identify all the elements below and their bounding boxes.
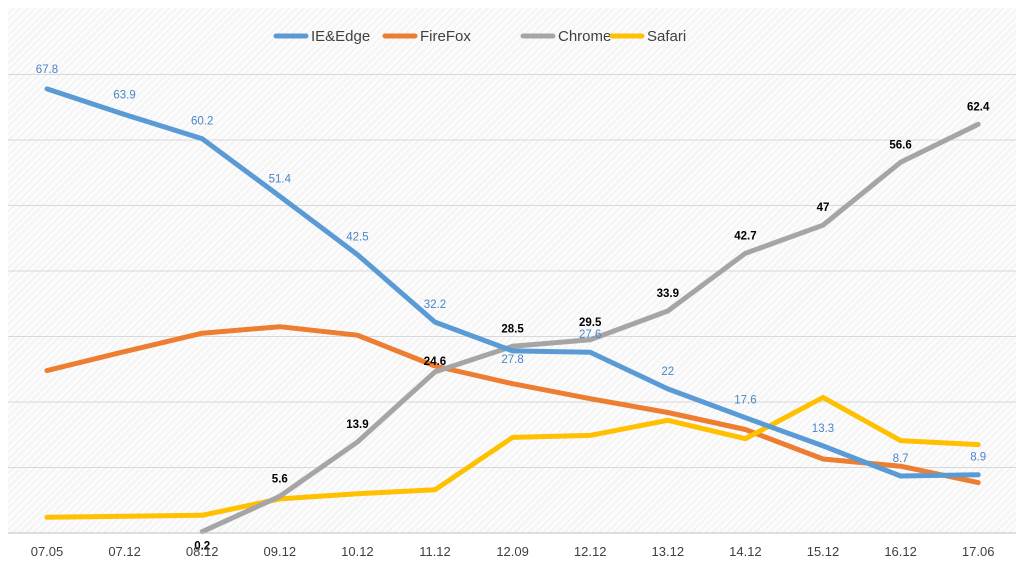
data-label-chrome: 13.9 [346, 419, 368, 431]
data-label-ie-edge: 8.7 [893, 453, 909, 465]
x-tick-label: 13.12 [652, 544, 685, 559]
data-label-chrome: 24.6 [424, 356, 446, 368]
data-label-ie-edge: 63.9 [113, 89, 135, 101]
x-tick-label: 08.12 [186, 544, 219, 559]
data-label-chrome: 0.2 [194, 541, 210, 553]
data-label-ie-edge: 27.8 [501, 354, 523, 366]
data-label-ie-edge: 22 [661, 366, 674, 378]
series-line-firefox [44, 324, 981, 486]
x-tick-label: 10.12 [341, 544, 374, 559]
x-tick-label: 11.12 [419, 544, 451, 559]
data-label-ie-edge: 13.3 [812, 423, 834, 435]
data-label-chrome: 28.5 [501, 323, 524, 335]
x-tick-label: 14.12 [729, 544, 762, 559]
data-label-ie-edge: 60.2 [191, 116, 213, 128]
data-label-chrome: 47 [817, 202, 830, 214]
series-lines [44, 86, 981, 535]
data-label-ie-edge: 32.2 [424, 299, 446, 311]
data-label-chrome: 5.6 [272, 473, 288, 485]
x-tick-label: 07.12 [108, 544, 141, 559]
data-label-ie-edge: 27.6 [579, 329, 601, 341]
x-tick-label: 15.12 [807, 544, 840, 559]
x-tick-label: 17.06 [962, 544, 995, 559]
legend-entry: Chrome [558, 28, 611, 45]
data-label-ie-edge: 17.6 [734, 395, 756, 407]
legend-entry: Safari [647, 28, 686, 45]
series-line-chrome [199, 121, 981, 535]
data-labels: 67.8 63.9 60.2 51.4 42.5 32.2 27.8 27.6 22 17.6 13… [36, 64, 990, 553]
x-tick-label: 12.12 [574, 544, 607, 559]
x-tick-label: 16.12 [884, 544, 917, 559]
gridlines [8, 74, 1016, 468]
data-label-chrome: 56.6 [889, 139, 911, 151]
data-label-ie-edge: 51.4 [269, 173, 292, 185]
series-line-ie-edge [44, 86, 981, 479]
x-tick-label: 09.12 [264, 544, 297, 559]
x-tick-label: 12.09 [496, 544, 529, 559]
data-label-chrome: 33.9 [657, 288, 679, 300]
x-axis: 07.05 07.12 08.12 09.12 10.12 11.12 12.09 12.12… [8, 532, 1016, 559]
legend-entry: FireFox [420, 28, 471, 45]
legend: IE&Edge FireFox Chrome Safari [273, 28, 686, 45]
data-label-ie-edge: 67.8 [36, 64, 58, 76]
data-label-ie-edge: 8.9 [970, 452, 986, 464]
x-tick-label: 07.05 [31, 544, 64, 559]
data-label-chrome: 62.4 [967, 101, 990, 113]
legend-entry: IE&Edge [311, 28, 370, 45]
data-label-ie-edge: 42.5 [346, 232, 368, 244]
data-label-chrome: 42.7 [734, 230, 756, 242]
data-label-chrome: 29.5 [579, 317, 602, 329]
